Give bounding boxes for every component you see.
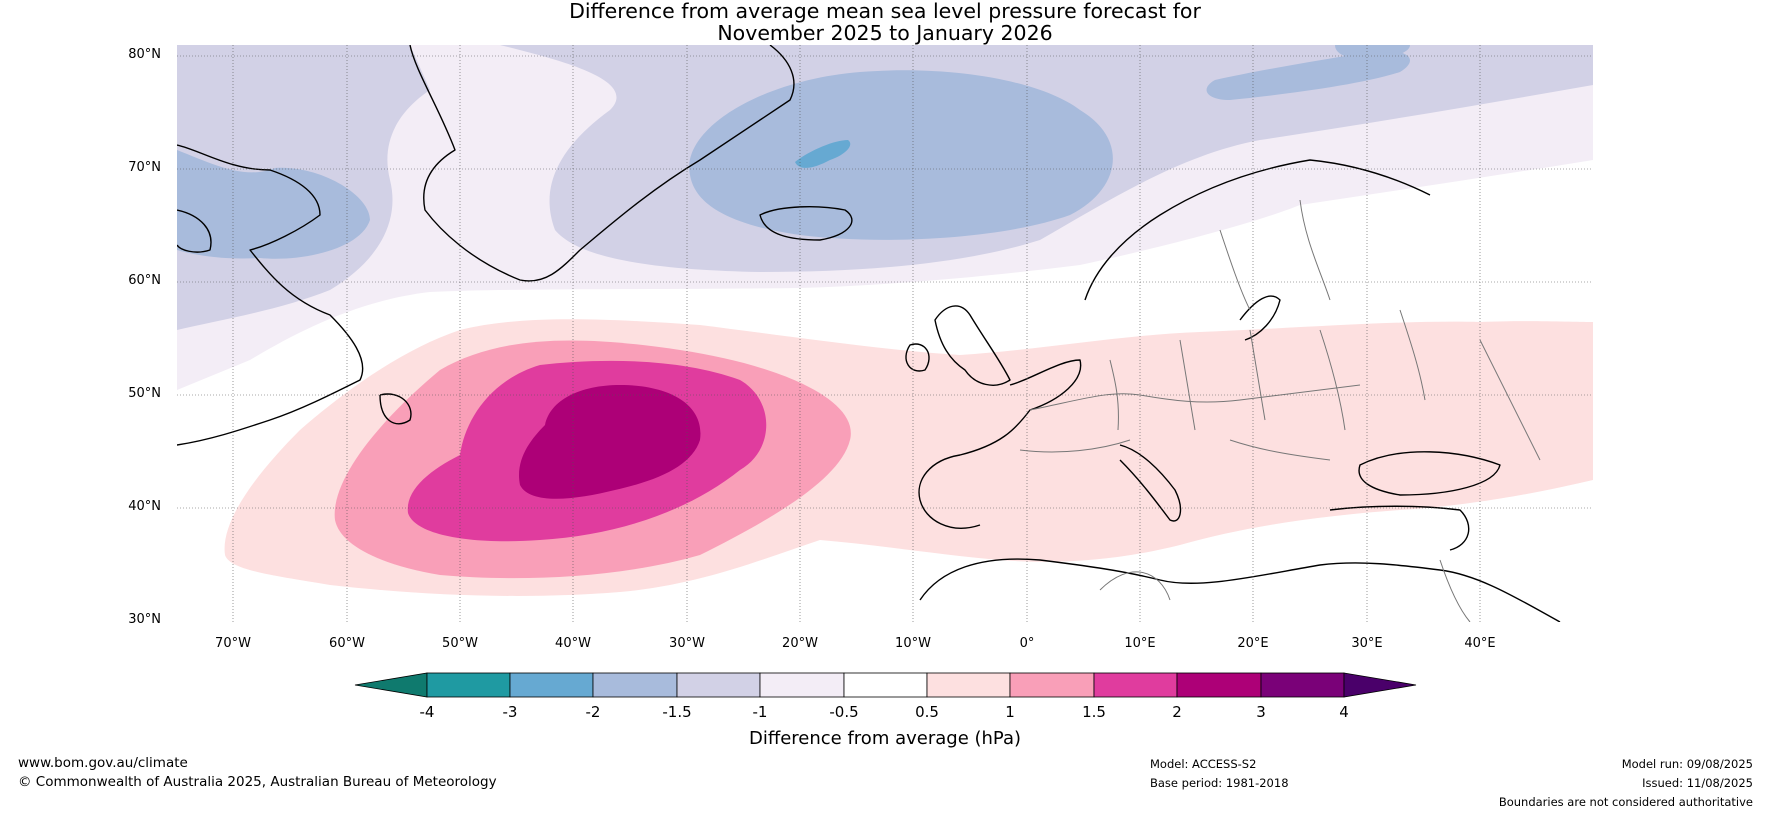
- map-panel: [177, 45, 1593, 622]
- colorbar-tick: 4: [1339, 703, 1349, 721]
- colorbar-arrow-low: [354, 672, 428, 698]
- lon-label: 10°W: [895, 636, 931, 651]
- lon-label: 40°W: [555, 636, 591, 651]
- lon-label: 20°W: [782, 636, 818, 651]
- colorbar-swatch: [509, 672, 594, 698]
- lat-label-30: 30°N: [128, 612, 161, 627]
- colorbar-label: Difference from average (hPa): [748, 728, 1022, 749]
- coastlines: [177, 45, 1561, 622]
- lat-label-50: 50°N: [128, 386, 161, 401]
- colorbar-swatch: [592, 672, 678, 698]
- footer-url[interactable]: www.bom.gov.au/climate: [18, 755, 188, 771]
- colorbar-tick: -2: [585, 703, 601, 721]
- lon-label: 30°W: [669, 636, 705, 651]
- colorbar-arrow-high: [1343, 672, 1417, 698]
- colorbar-tick: 2: [1172, 703, 1182, 721]
- anomaly-neg-1.5-west: [177, 150, 370, 259]
- colorbar: [354, 672, 1417, 698]
- map-title-line-1: Difference from average mean sea level p…: [569, 0, 1201, 23]
- colorbar-swatch: [1009, 672, 1095, 698]
- colorbar-swatch: [1093, 672, 1178, 698]
- gridlines: [177, 45, 1593, 622]
- colorbar-tick: -1: [752, 703, 768, 721]
- colorbar-tick: 1: [1005, 703, 1015, 721]
- footer-base-period: Base period: 1981-2018: [1150, 776, 1289, 790]
- lon-label: 60°W: [329, 636, 365, 651]
- colorbar-tick: -0.5: [829, 703, 859, 721]
- lat-label-80: 80°N: [128, 47, 161, 62]
- country-borders: [1019, 199, 1541, 622]
- lon-label: 40°E: [1464, 636, 1496, 651]
- lat-label-40: 40°N: [128, 499, 161, 514]
- lon-label: 0°: [1019, 636, 1035, 651]
- colorbar-tick: 1.5: [1082, 703, 1106, 721]
- lat-label-60: 60°N: [128, 273, 161, 288]
- colorbar-swatch: [843, 672, 928, 698]
- colorbar-tick: 3: [1256, 703, 1266, 721]
- colorbar-swatch: [426, 672, 511, 698]
- lon-label: 70°W: [215, 636, 251, 651]
- colorbar-swatch: [1176, 672, 1262, 698]
- colorbar-tick: 0.5: [915, 703, 939, 721]
- footer-issued: Issued: 11/08/2025: [1642, 776, 1753, 790]
- lon-label: 30°E: [1351, 636, 1383, 651]
- lat-label-70: 70°N: [128, 160, 161, 175]
- anomaly-neg-1.5-ne: [1206, 50, 1410, 100]
- colorbar-swatch: [926, 672, 1011, 698]
- anomaly-pos-2: [519, 385, 701, 499]
- anomaly-neg-1.5-north: [689, 70, 1113, 240]
- anomaly-neg-2: [795, 140, 851, 168]
- colorbar-tick: -3: [502, 703, 518, 721]
- footer-model-run: Model run: 09/08/2025: [1621, 757, 1753, 771]
- lon-label: 10°E: [1124, 636, 1156, 651]
- lon-label: 20°E: [1237, 636, 1269, 651]
- footer-copyright: © Commonwealth of Australia 2025, Austra…: [18, 774, 497, 790]
- colorbar-swatch: [1260, 672, 1345, 698]
- colorbar-tick: -4: [419, 703, 435, 721]
- footer-disclaimer: Boundaries are not considered authoritat…: [1498, 795, 1753, 809]
- lon-label: 50°W: [442, 636, 478, 651]
- map-title-line-2: November 2025 to January 2026: [717, 21, 1053, 45]
- colorbar-swatch: [759, 672, 845, 698]
- colorbar-swatch: [676, 672, 761, 698]
- footer-model: Model: ACCESS-S2: [1150, 757, 1257, 771]
- colorbar-tick: -1.5: [662, 703, 692, 721]
